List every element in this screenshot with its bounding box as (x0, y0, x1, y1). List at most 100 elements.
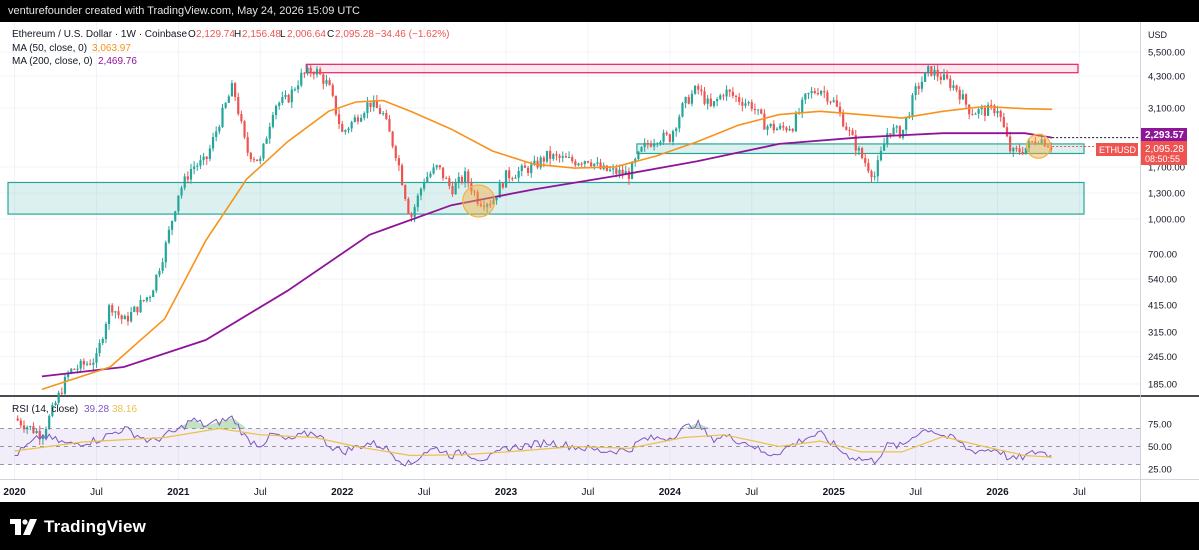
ma200-label: MA (200, close, 0) (12, 56, 93, 67)
candle-body (668, 134, 671, 142)
candle-body (479, 203, 482, 206)
candle-body (293, 89, 297, 91)
candle-body (753, 108, 757, 111)
candle-body (608, 169, 612, 171)
ohlc-close: 2,095.28 (335, 29, 374, 40)
candle-body (955, 85, 958, 90)
ma200-value: 2,469.76 (98, 56, 137, 67)
highlight-circle (1025, 133, 1052, 159)
candle-body (123, 315, 126, 320)
price-tick-label: 245.00 (1148, 352, 1177, 363)
candle-body (586, 161, 590, 163)
price-scale[interactable] (1141, 22, 1199, 395)
candle-body (782, 125, 785, 128)
candle-body (498, 183, 501, 198)
candle-body (867, 163, 870, 172)
candle-body (942, 74, 946, 80)
candle-body (227, 96, 230, 103)
candle-body (1021, 152, 1024, 154)
candle-body (256, 159, 259, 161)
time-axis[interactable] (0, 480, 1140, 502)
candle-body (174, 211, 177, 221)
rsi-line (14, 415, 1052, 467)
candle-body (734, 95, 738, 98)
chart-canvas[interactable]: 5,500.00 4,300.00 3,100.00 1,700.00 1,300.00… (0, 22, 1199, 505)
candle-body (823, 91, 826, 93)
candle-body (196, 165, 199, 167)
candle-body (895, 126, 898, 128)
candle-body (111, 305, 114, 313)
candle-body (567, 156, 571, 158)
candle-body (662, 132, 665, 142)
axis-corner (1141, 480, 1199, 502)
candle-body (322, 74, 325, 84)
candle-body (249, 152, 252, 160)
time-tick-label: Jul (418, 487, 431, 498)
candle-body (750, 102, 753, 109)
candle-body (237, 97, 240, 114)
candle-body (1027, 141, 1031, 148)
candle-body (583, 161, 586, 164)
candle-body (423, 182, 426, 189)
attribution-bar: venturefounder created with TradingView.… (0, 0, 1199, 22)
candle-body (284, 94, 287, 97)
candle-body (145, 297, 148, 301)
tradingview-logo[interactable]: TradingView (10, 516, 146, 538)
candle-body (854, 135, 857, 151)
candle-body (240, 113, 243, 122)
candle-body (593, 163, 596, 167)
ohlc-low: 2,006.64 (287, 29, 326, 40)
candle-body (829, 101, 832, 103)
price-tick-label: 5,500.00 (1148, 48, 1185, 59)
candle-body (161, 262, 164, 271)
candle-body (315, 69, 319, 75)
candle-body (319, 69, 322, 75)
candle-body (205, 156, 208, 159)
candle-body (574, 161, 577, 166)
candle-body (476, 192, 479, 204)
svg-text:2,293.57: 2,293.57 (1145, 130, 1184, 141)
candle-body (526, 167, 530, 174)
price-tick-label: 1,300.00 (1148, 189, 1185, 200)
candle-body (889, 133, 892, 135)
candle-body (148, 297, 152, 299)
candle-body (107, 305, 111, 325)
candle-body (22, 425, 26, 430)
candle-body (892, 127, 895, 135)
grid (0, 22, 1140, 479)
candle-body (860, 148, 864, 159)
candle-body (646, 142, 649, 145)
candle-body (542, 157, 545, 162)
candle-body (835, 100, 838, 107)
candle-body (467, 171, 470, 183)
candle-body (722, 95, 725, 97)
candle-body (328, 80, 331, 86)
candle-body (432, 167, 435, 174)
svg-text:ETHUSD: ETHUSD (1099, 145, 1137, 155)
time-tick-label: Jul (1073, 487, 1086, 498)
rsi-tick-label: 25.00 (1148, 465, 1172, 476)
ohlc-low-label: L (280, 29, 286, 40)
candle-body (164, 242, 167, 263)
candle-body (637, 151, 640, 160)
candle-body (612, 168, 615, 170)
candle-body (530, 164, 533, 174)
candle-body (848, 129, 851, 131)
candle-body (482, 205, 486, 208)
rsi-scale (1141, 397, 1199, 479)
candle-body (199, 160, 202, 166)
candle-body (501, 183, 504, 188)
candle-body (438, 165, 441, 168)
candle-body (558, 155, 561, 158)
candle-body (693, 85, 697, 94)
ohlc-open: 2,129.74 (196, 29, 235, 40)
candle-body (278, 102, 281, 106)
candle-body (287, 94, 290, 103)
candle-body (360, 117, 363, 122)
candle-body (643, 142, 646, 148)
candle-body (1043, 139, 1046, 147)
candle-body (337, 114, 341, 125)
candle-body (117, 311, 120, 316)
candle-body (271, 115, 275, 127)
candle-body (728, 89, 731, 92)
